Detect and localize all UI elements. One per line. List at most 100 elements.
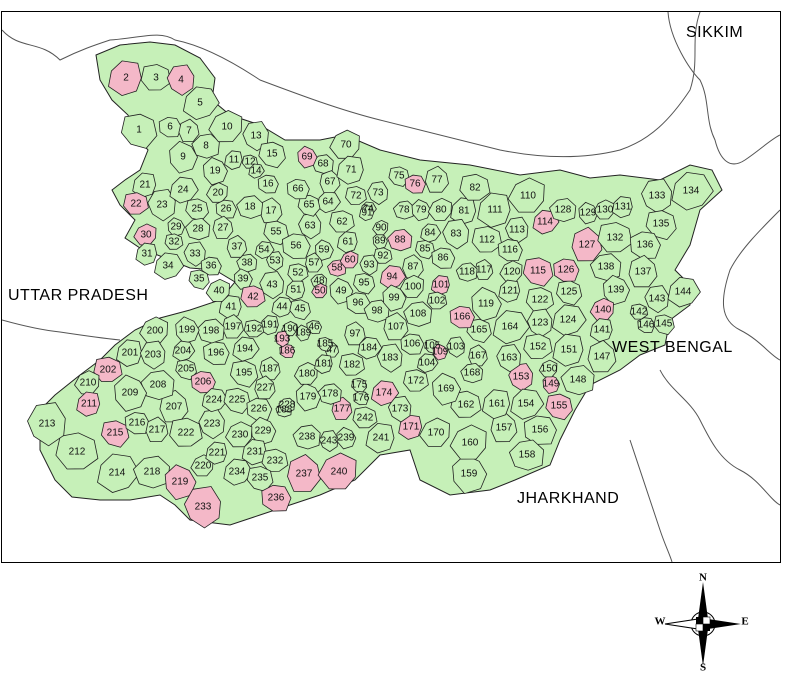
constituency-127-label: 127 <box>579 240 596 251</box>
constituency-40-label: 40 <box>213 286 225 297</box>
constituency-180-label: 180 <box>299 369 316 380</box>
constituency-237-area <box>287 454 321 492</box>
constituency-166-label: 166 <box>454 312 471 323</box>
constituency-96-area <box>346 292 371 314</box>
constituency-99-label: 99 <box>388 293 400 304</box>
compass-needle-west <box>664 618 699 630</box>
constituency-37-area <box>226 234 248 258</box>
constituency-118-label: 118 <box>459 267 475 278</box>
constituency-170-label: 170 <box>428 428 445 439</box>
region-label-sikkim: SIKKIM <box>686 24 743 41</box>
constituency-224-label: 224 <box>206 395 223 406</box>
constituency-178-label: 178 <box>322 389 339 400</box>
constituency-36-area <box>200 256 222 276</box>
constituency-89-area <box>372 232 388 250</box>
constituency-209-label: 209 <box>122 388 139 399</box>
constituency-120-area <box>499 260 523 283</box>
constituency-213-label: 213 <box>39 419 56 430</box>
constituency-71-label: 71 <box>345 165 357 176</box>
constituency-44-label: 44 <box>276 302 288 313</box>
constituency-114-label: 114 <box>537 217 553 228</box>
constituency-175-label: 175 <box>351 380 368 391</box>
region-label-uttar-pradesh: UTTAR PRADESH <box>8 287 148 304</box>
compass-center-sw <box>695 623 704 632</box>
constituency-163-area <box>496 344 522 373</box>
constituency-106-area <box>400 333 425 355</box>
constituency-220-label: 220 <box>195 461 212 472</box>
constituency-180-area <box>293 362 318 385</box>
constituency-178-area <box>317 383 342 405</box>
constituency-110-label: 110 <box>520 191 536 202</box>
constituency-197-label: 197 <box>225 322 242 333</box>
constituency-169-area <box>432 372 462 406</box>
constituency-28-label: 28 <box>192 224 204 235</box>
constituency-46-label: 46 <box>308 322 320 333</box>
constituency-142-area <box>629 303 649 320</box>
constituency-35-label: 35 <box>193 274 205 285</box>
constituency-101-label: 101 <box>433 280 450 291</box>
constituency-193-area <box>274 330 290 348</box>
constituency-71-area <box>336 155 364 185</box>
constituency-108-label: 108 <box>410 309 427 320</box>
constituency-62-area <box>329 210 355 233</box>
constituency-172-area <box>403 369 429 392</box>
constituency-192-label: 192 <box>246 324 263 335</box>
constituency-165-label: 165 <box>471 325 488 336</box>
constituency-6-area <box>158 116 182 138</box>
constituency-24-area <box>169 176 199 204</box>
constituency-208-label: 208 <box>150 380 167 391</box>
constituency-216-area <box>124 412 150 435</box>
constituency-60-area <box>339 250 359 269</box>
constituency-182-label: 182 <box>344 360 361 371</box>
constituency-229-label: 229 <box>255 426 272 437</box>
constituency-210-label: 210 <box>80 378 97 389</box>
constituency-164-area <box>492 310 531 345</box>
constituency-198-label: 198 <box>203 326 220 337</box>
constituency-26-area <box>215 199 237 219</box>
constituency-103-area <box>446 336 466 358</box>
constituency-113-label: 113 <box>509 225 525 236</box>
constituency-187-area <box>259 356 281 381</box>
constituency-69-label: 69 <box>301 152 313 163</box>
constituency-243-label: 243 <box>321 436 338 447</box>
constituency-238-area <box>292 424 321 450</box>
compass-needle-south <box>698 629 708 666</box>
constituency-117-label: 117 <box>476 265 492 276</box>
compass-label-west: W <box>655 616 666 628</box>
constituency-171-label: 171 <box>403 422 420 433</box>
west-bengal-border-line-2 <box>659 369 780 506</box>
constituency-184-area <box>357 336 383 360</box>
constituency-128-label: 128 <box>555 205 572 216</box>
constituency-42-area <box>240 285 266 308</box>
constituency-58-label: 58 <box>331 263 343 274</box>
constituency-34-label: 34 <box>162 261 174 272</box>
constituency-137-label: 137 <box>635 267 652 278</box>
constituency-2-area <box>108 60 142 97</box>
constituency-52-area <box>287 263 309 282</box>
constituency-80-area <box>427 197 452 221</box>
constituency-138-area <box>589 253 622 281</box>
compass-rose: N S E W <box>655 572 749 673</box>
constituency-145-label: 145 <box>656 319 673 330</box>
constituency-12-label: 12 <box>244 157 256 168</box>
constituency-100-label: 100 <box>405 282 422 293</box>
constituency-242-label: 242 <box>357 413 374 424</box>
constituency-54-area <box>254 241 275 260</box>
constituency-23-label: 23 <box>156 200 168 211</box>
constituency-76-area <box>404 174 426 194</box>
constituency-16-label: 16 <box>262 179 274 190</box>
constituency-99-area <box>382 284 407 312</box>
constituency-160-label: 160 <box>462 438 479 449</box>
constituency-168-label: 168 <box>464 368 481 379</box>
constituency-173-label: 173 <box>392 404 409 415</box>
constituency-30-label: 30 <box>140 230 152 241</box>
constituency-204-label: 204 <box>175 346 192 357</box>
constituency-209-area <box>114 374 148 412</box>
constituency-13-area <box>242 121 269 152</box>
constituency-194-label: 194 <box>237 344 254 355</box>
constituency-27-label: 27 <box>217 223 229 234</box>
constituency-1-label: 1 <box>136 125 142 136</box>
constituency-231-area <box>241 439 267 466</box>
constituency-148-label: 148 <box>570 375 587 386</box>
constituency-154-label: 154 <box>518 399 535 410</box>
